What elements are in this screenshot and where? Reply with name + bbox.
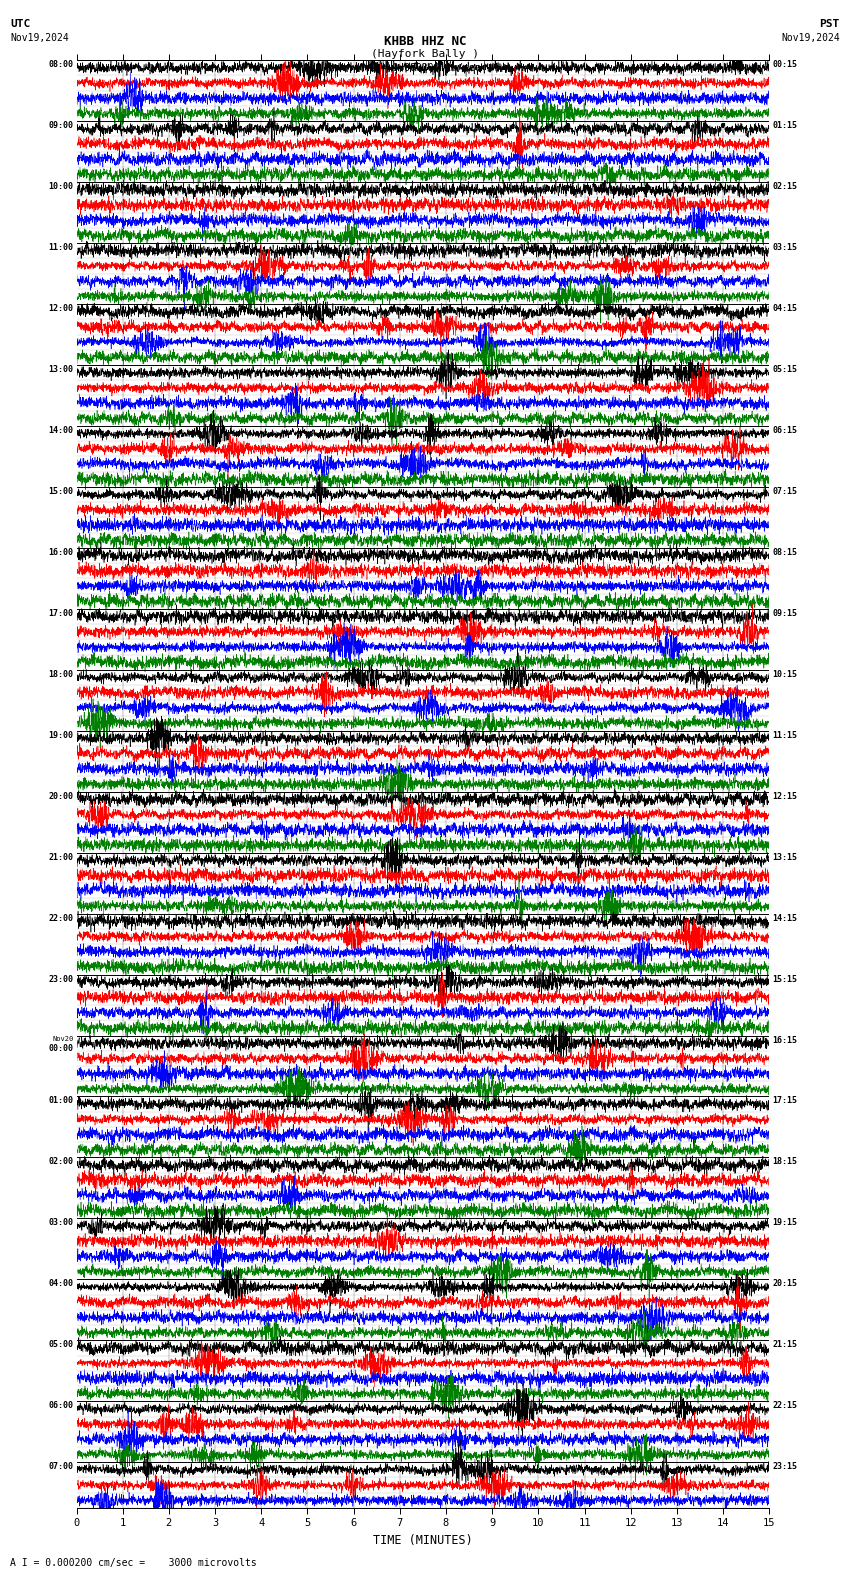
Text: Nov20: Nov20 (53, 1036, 74, 1042)
Text: 20:00: 20:00 (48, 792, 74, 800)
Text: 18:00: 18:00 (48, 670, 74, 680)
Text: 20:15: 20:15 (772, 1280, 797, 1288)
Text: 07:00: 07:00 (48, 1462, 74, 1472)
Text: 03:00: 03:00 (48, 1218, 74, 1228)
Text: 16:15: 16:15 (772, 1036, 797, 1044)
Text: 23:15: 23:15 (772, 1462, 797, 1472)
Text: 10:15: 10:15 (772, 670, 797, 680)
Text: 22:15: 22:15 (772, 1402, 797, 1410)
Text: 03:15: 03:15 (772, 242, 797, 252)
Text: 15:00: 15:00 (48, 486, 74, 496)
Text: 18:15: 18:15 (772, 1158, 797, 1166)
Text: 21:15: 21:15 (772, 1340, 797, 1350)
Text: 13:00: 13:00 (48, 364, 74, 374)
Text: 09:15: 09:15 (772, 608, 797, 618)
Text: 04:00: 04:00 (48, 1280, 74, 1288)
Text: 22:00: 22:00 (48, 914, 74, 922)
Text: KHBB HHZ NC: KHBB HHZ NC (383, 35, 467, 48)
Text: 02:00: 02:00 (48, 1158, 74, 1166)
Text: 17:00: 17:00 (48, 608, 74, 618)
Text: 15:15: 15:15 (772, 974, 797, 984)
Text: 12:00: 12:00 (48, 304, 74, 314)
Text: 11:15: 11:15 (772, 730, 797, 740)
X-axis label: TIME (MINUTES): TIME (MINUTES) (373, 1533, 473, 1548)
Text: 16:00: 16:00 (48, 548, 74, 558)
Text: UTC: UTC (10, 19, 31, 29)
Text: 01:15: 01:15 (772, 120, 797, 130)
Text: 19:00: 19:00 (48, 730, 74, 740)
Text: 19:15: 19:15 (772, 1218, 797, 1228)
Text: 14:15: 14:15 (772, 914, 797, 922)
Text: 06:00: 06:00 (48, 1402, 74, 1410)
Text: 00:00: 00:00 (48, 1044, 74, 1053)
Text: Nov19,2024: Nov19,2024 (10, 33, 69, 43)
Text: 17:15: 17:15 (772, 1096, 797, 1106)
Text: 12:15: 12:15 (772, 792, 797, 800)
Text: 13:15: 13:15 (772, 852, 797, 862)
Text: 05:15: 05:15 (772, 364, 797, 374)
Text: Nov19,2024: Nov19,2024 (781, 33, 840, 43)
Text: 08:00: 08:00 (48, 60, 74, 70)
Text: 02:15: 02:15 (772, 182, 797, 192)
Text: 06:15: 06:15 (772, 426, 797, 436)
Text: 21:00: 21:00 (48, 852, 74, 862)
Text: PST: PST (819, 19, 840, 29)
Text: 08:15: 08:15 (772, 548, 797, 558)
Text: 10:00: 10:00 (48, 182, 74, 192)
Text: 07:15: 07:15 (772, 486, 797, 496)
Text: 00:15: 00:15 (772, 60, 797, 70)
Text: 09:00: 09:00 (48, 120, 74, 130)
Text: A I = 0.000200 cm/sec =    3000 microvolts: A I = 0.000200 cm/sec = 3000 microvolts (10, 1559, 257, 1568)
Text: I = 0.000200 cm/sec: I = 0.000200 cm/sec (369, 63, 481, 73)
Text: 23:00: 23:00 (48, 974, 74, 984)
Text: 14:00: 14:00 (48, 426, 74, 436)
Text: 04:15: 04:15 (772, 304, 797, 314)
Text: (Hayfork Bally ): (Hayfork Bally ) (371, 49, 479, 59)
Text: 01:00: 01:00 (48, 1096, 74, 1106)
Text: 11:00: 11:00 (48, 242, 74, 252)
Text: 05:00: 05:00 (48, 1340, 74, 1350)
